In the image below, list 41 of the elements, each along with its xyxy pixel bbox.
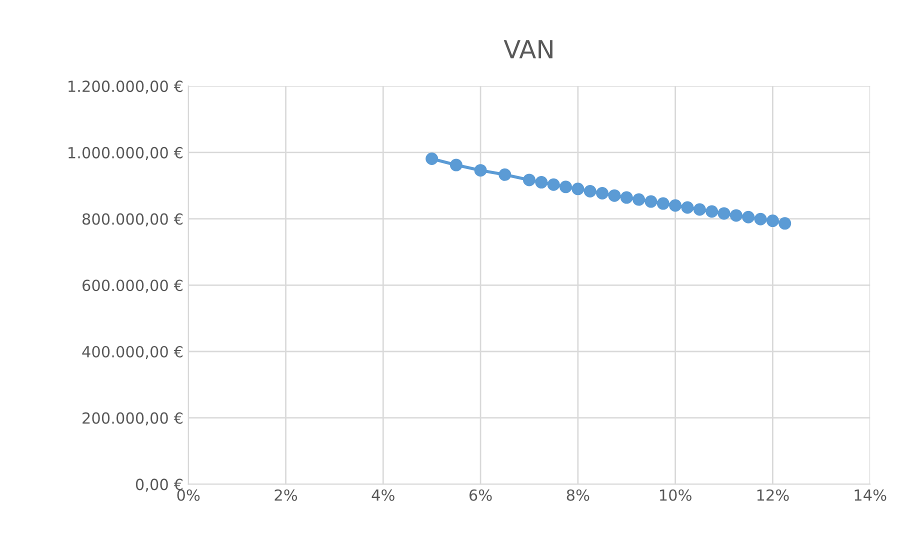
point [681,201,694,214]
point [706,205,718,218]
y-tick-label: 600.000,00 € [82,280,182,293]
y-tick-label: 800.000,00 € [82,213,182,226]
point [693,203,706,216]
point [656,197,670,210]
point [742,210,755,224]
point [632,193,646,206]
point [766,214,779,228]
x-tick-label: 10% [660,489,692,501]
point [535,176,548,189]
y-tick-label: 400.000,00 € [82,346,182,360]
point [778,217,792,230]
point [547,178,560,191]
point [669,199,682,212]
point [560,180,572,194]
point [584,185,596,198]
chart-title: VAN [504,40,552,58]
point [608,189,621,202]
point [426,152,438,165]
point [522,174,536,186]
x-tick-label: 14% [854,489,886,501]
point [498,168,512,181]
y-tick-label: 1.200.000,00 € [68,80,182,94]
point [596,186,609,200]
point [620,191,633,204]
x-tick-label: 0% [177,489,200,501]
y-tick-label: 200.000,00 € [82,412,182,426]
point [450,158,462,172]
x-tick-label: 2% [274,489,298,501]
point [718,207,730,220]
x-tick-label: 4% [372,489,394,501]
x-tick-label: 12% [757,489,789,501]
x-tick-label: 6% [469,489,492,501]
point [644,195,658,208]
point [754,212,767,226]
point [572,182,584,196]
point [474,164,487,177]
x-tick-label: 8% [566,489,590,501]
point [730,209,742,222]
y-tick-label: 1.000.000,00 € [68,146,182,160]
